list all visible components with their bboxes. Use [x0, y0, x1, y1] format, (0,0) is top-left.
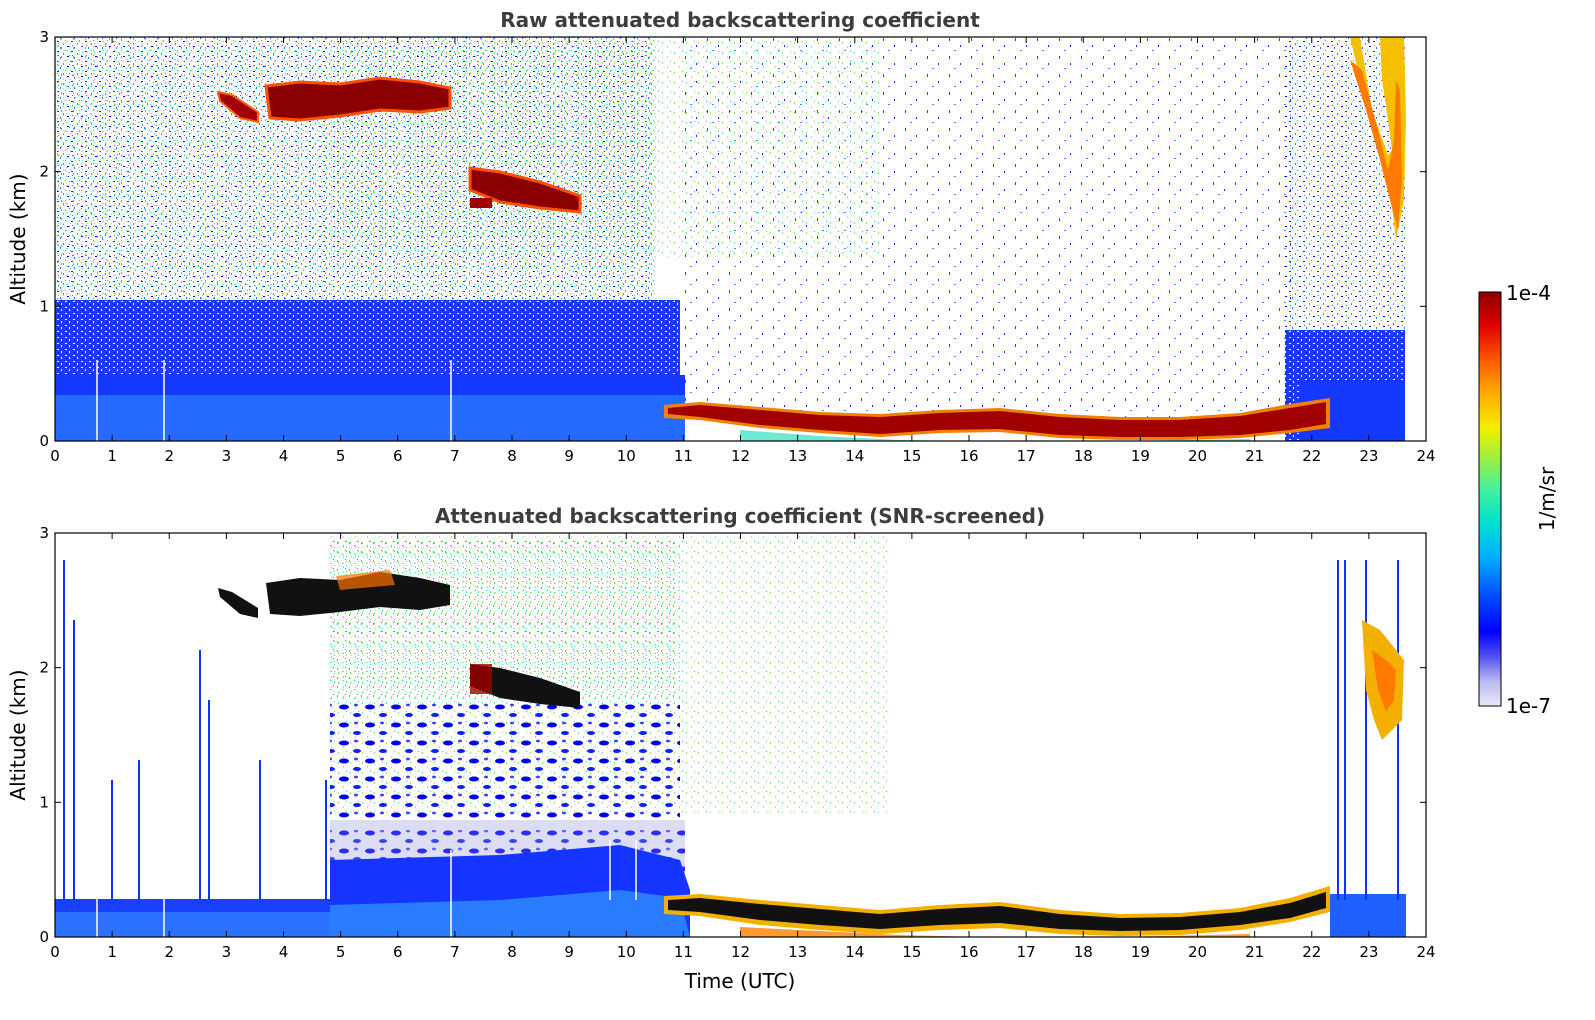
colorbar-unit-label: 1/m/sr	[1535, 466, 1559, 531]
x-tick-label: 17	[1017, 943, 1036, 961]
x-tick-label: 4	[279, 943, 289, 961]
x-tick-label: 4	[279, 447, 289, 465]
y-tick-label: 1	[39, 297, 49, 315]
x-tick-label: 2	[164, 447, 174, 465]
top-title: Raw attenuated backscattering coefficien…	[500, 8, 980, 32]
bottom-xlabel: Time (UTC)	[684, 969, 796, 993]
x-tick-label: 1	[107, 943, 117, 961]
x-tick-label: 6	[393, 447, 403, 465]
x-tick-label: 20	[1188, 447, 1207, 465]
x-tick-label: 12	[731, 943, 750, 961]
top-panel: Raw attenuated backscattering coefficien…	[6, 8, 1436, 465]
x-tick-label: 22	[1302, 943, 1321, 961]
colorbar-min-label: 1e-7	[1506, 694, 1551, 718]
x-tick-label: 19	[1131, 943, 1150, 961]
x-tick-label: 5	[336, 943, 346, 961]
x-tick-label: 0	[50, 943, 60, 961]
x-tick-label: 9	[564, 447, 574, 465]
x-tick-label: 12	[731, 447, 750, 465]
x-tick-label: 11	[674, 943, 693, 961]
top-ylabel: Altitude (km)	[6, 173, 30, 304]
x-tick-label: 24	[1416, 943, 1435, 961]
y-tick-label: 0	[39, 432, 49, 450]
x-tick-label: 18	[1074, 943, 1093, 961]
x-tick-label: 19	[1131, 447, 1150, 465]
y-tick-label: 3	[39, 28, 49, 46]
x-tick-label: 14	[845, 943, 864, 961]
bottom-ylabel: Altitude (km)	[6, 669, 30, 800]
y-tick-label: 2	[39, 659, 49, 677]
x-tick-label: 11	[674, 447, 693, 465]
x-tick-label: 14	[845, 447, 864, 465]
x-tick-label: 20	[1188, 943, 1207, 961]
x-tick-label: 15	[902, 447, 921, 465]
x-tick-label: 21	[1245, 943, 1264, 961]
y-tick-label: 3	[39, 524, 49, 542]
x-tick-label: 17	[1017, 447, 1036, 465]
colorbar: 1e-4 1e-7 1/m/sr	[1478, 281, 1559, 718]
x-tick-label: 2	[164, 943, 174, 961]
bottom-y-axis: 0 1 2 3	[39, 524, 1426, 946]
x-tick-label: 21	[1245, 447, 1264, 465]
bottom-x-axis: 0 1 2 3 4 5 6 7 8 9 10 11 12 13 14 15 16 17 18 19 20 21 22 23 24	[50, 533, 1436, 961]
x-tick-label: 23	[1359, 943, 1378, 961]
x-tick-label: 18	[1074, 447, 1093, 465]
x-tick-label: 1	[107, 447, 117, 465]
x-tick-label: 15	[902, 943, 921, 961]
x-tick-label: 9	[564, 943, 574, 961]
x-tick-label: 24	[1416, 447, 1435, 465]
x-tick-label: 7	[450, 943, 460, 961]
x-tick-label: 13	[788, 943, 807, 961]
bottom-heatmap	[55, 533, 1426, 937]
bottom-title: Attenuated backscattering coefficient (S…	[435, 504, 1045, 528]
y-tick-label: 1	[39, 793, 49, 811]
colorbar-gradient	[1478, 291, 1502, 707]
x-tick-label: 16	[959, 447, 978, 465]
colorbar-max-label: 1e-4	[1506, 281, 1551, 305]
top-x-axis: 0 1 2 3 4 5 6 7 8 9 10 11 12 13 14 15 16 17 18 19 20 21 22 23 24	[50, 37, 1436, 465]
x-tick-label: 0	[50, 447, 60, 465]
x-tick-label: 6	[393, 943, 403, 961]
x-tick-label: 3	[222, 943, 232, 961]
x-tick-label: 10	[617, 943, 636, 961]
x-tick-label: 5	[336, 447, 346, 465]
x-tick-label: 8	[507, 447, 517, 465]
top-y-axis: 0 1 2 3	[39, 28, 1426, 450]
x-tick-label: 13	[788, 447, 807, 465]
y-tick-label: 2	[39, 163, 49, 181]
x-tick-label: 3	[222, 447, 232, 465]
x-tick-label: 10	[617, 447, 636, 465]
y-tick-label: 0	[39, 928, 49, 946]
bottom-panel: Attenuated backscattering coefficient (S…	[6, 504, 1436, 993]
x-tick-label: 22	[1302, 447, 1321, 465]
x-tick-label: 23	[1359, 447, 1378, 465]
top-heatmap	[55, 37, 1426, 441]
x-tick-label: 16	[959, 943, 978, 961]
x-tick-label: 7	[450, 447, 460, 465]
x-tick-label: 8	[507, 943, 517, 961]
